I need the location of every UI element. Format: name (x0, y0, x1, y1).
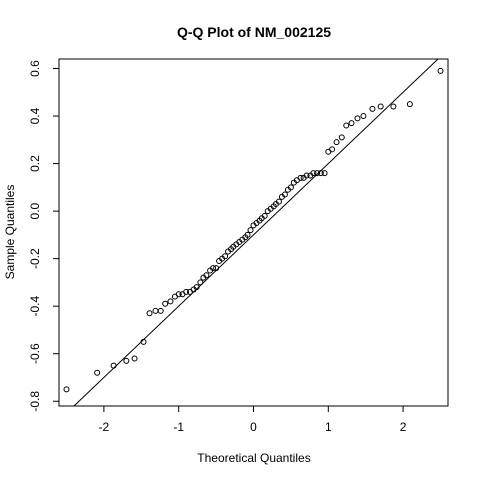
x-tick-label: -2 (99, 420, 110, 434)
y-tick-label: 0.0 (28, 202, 42, 219)
x-tick-label: -1 (173, 420, 184, 434)
x-tick-label: 0 (250, 420, 257, 434)
y-tick-label: -0.2 (28, 248, 42, 269)
y-tick-label: 0.4 (28, 107, 42, 124)
chart-title: Q-Q Plot of NM_002125 (177, 24, 331, 40)
y-tick-label: 0.6 (28, 60, 42, 77)
y-axis-label: Sample Quantiles (3, 185, 17, 280)
x-tick-label: 2 (400, 420, 407, 434)
x-tick-label: 1 (325, 420, 332, 434)
y-tick-label: -0.4 (28, 296, 42, 317)
y-tick-label: -0.8 (28, 391, 42, 412)
x-axis-label: Theoretical Quantiles (197, 451, 310, 465)
y-tick-label: 0.2 (28, 155, 42, 172)
y-tick-label: -0.6 (28, 343, 42, 364)
